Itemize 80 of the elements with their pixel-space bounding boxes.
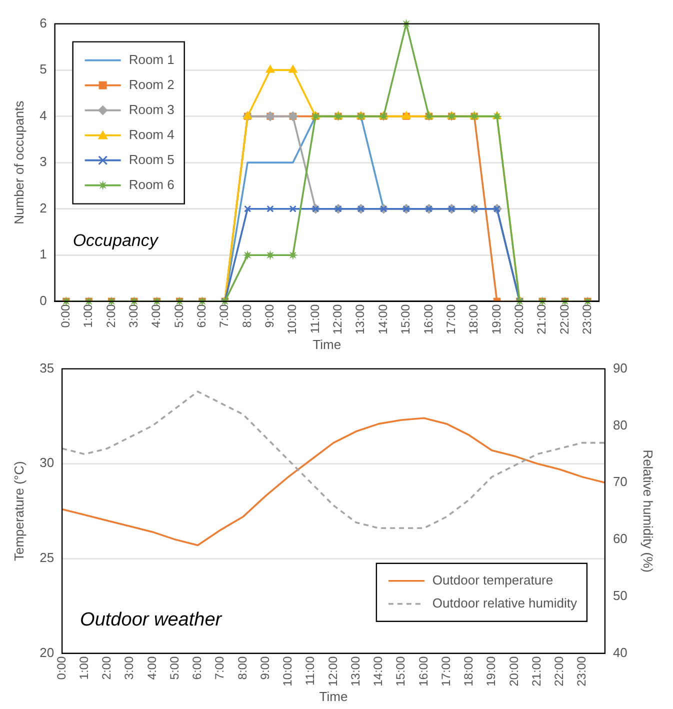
- x-tick-label: 15:00: [394, 656, 408, 686]
- y-tick-label: 0: [40, 292, 47, 308]
- x-tick-label: 12:00: [330, 304, 345, 334]
- x-tick-label: 14:00: [371, 656, 386, 686]
- y-tick-label: 1: [40, 246, 47, 262]
- x-tick-label: 16:00: [421, 304, 436, 334]
- x-tick-label: 23:00: [574, 656, 589, 686]
- x-tick-label: 1:00: [76, 656, 91, 680]
- y-tick-label: 35: [40, 360, 54, 376]
- x-tick-label: 6:00: [190, 656, 204, 680]
- x-tick-label: 19:00: [489, 304, 504, 334]
- x-tick-label: 3:00: [122, 656, 136, 680]
- y-tick-label: 3: [40, 154, 47, 170]
- x-tick-label: 4:00: [149, 304, 164, 328]
- x-tick-label: 11:00: [308, 304, 322, 334]
- x-tick-label: 5:00: [172, 304, 186, 328]
- annotation: Outdoor weather: [80, 609, 222, 630]
- y-tick-label: 30: [40, 455, 54, 470]
- x-tick-label: 9:00: [258, 656, 272, 680]
- x-tick-label: 6:00: [194, 304, 209, 328]
- x-tick-label: 21:00: [529, 656, 544, 686]
- y2-tick-label: 80: [612, 417, 628, 432]
- y-tick-label: 2: [40, 200, 47, 216]
- x-tick-label: 13:00: [348, 656, 362, 686]
- x-axis-title: Time: [312, 336, 342, 352]
- y-tick-label: 6: [40, 15, 47, 30]
- x-tick-label: 4:00: [144, 656, 159, 680]
- x-tick-label: 14:00: [376, 304, 390, 334]
- x-tick-label: 10:00: [280, 656, 295, 686]
- legend-label: Room 5: [128, 152, 174, 167]
- y2-tick-label: 90: [612, 360, 628, 376]
- x-tick-label: 0:00: [58, 304, 72, 328]
- x-tick-label: 1:00: [81, 304, 96, 328]
- y2-tick-label: 60: [612, 531, 628, 546]
- x-tick-label: 15:00: [398, 304, 413, 334]
- x-tick-label: 11:00: [303, 656, 318, 686]
- x-tick-label: 23:00: [580, 304, 594, 334]
- legend-label: Outdoor relative humidity: [432, 595, 578, 610]
- annotation: Occupancy: [72, 230, 160, 250]
- y-tick-label: 4: [40, 108, 47, 123]
- y-tick-label: 20: [40, 644, 54, 660]
- x-tick-label: 13:00: [353, 304, 368, 334]
- legend-label: Room 2: [128, 76, 174, 92]
- x-tick-label: 22:00: [557, 304, 572, 334]
- x-tick-label: 2:00: [104, 304, 118, 328]
- legend-label: Room 6: [128, 176, 174, 192]
- y2-tick-label: 40: [612, 644, 628, 660]
- x-tick-label: 8:00: [240, 304, 254, 328]
- x-tick-label: 3:00: [126, 304, 140, 328]
- x-tick-label: 2:00: [100, 656, 114, 680]
- x-tick-label: 12:00: [326, 656, 340, 686]
- x-tick-label: 10:00: [285, 304, 300, 334]
- x-tick-label: 19:00: [484, 656, 498, 686]
- legend-label: Room 3: [128, 102, 174, 117]
- legend-label: Room 1: [128, 52, 174, 67]
- x-tick-label: 20:00: [506, 656, 521, 686]
- y2-axis-title: Relative humidity (%): [640, 450, 656, 572]
- x-tick-label: 7:00: [217, 304, 232, 328]
- legend-label: Outdoor temperature: [432, 572, 554, 588]
- x-tick-label: 17:00: [438, 656, 453, 686]
- y-tick-label: 5: [40, 62, 47, 77]
- x-tick-label: 17:00: [444, 304, 458, 334]
- x-tick-label: 21:00: [534, 304, 549, 334]
- x-tick-label: 7:00: [212, 656, 227, 680]
- y-axis-title: Number of occupants: [11, 100, 26, 224]
- x-tick-label: 8:00: [235, 656, 250, 680]
- x-axis-title: Time: [319, 688, 348, 704]
- x-tick-label: 20:00: [512, 304, 526, 334]
- y-axis-title: Temperature (°C): [11, 461, 26, 562]
- x-tick-label: 18:00: [462, 656, 476, 686]
- y2-tick-label: 50: [612, 588, 628, 604]
- legend-label: Room 4: [128, 126, 174, 142]
- y2-tick-label: 70: [612, 474, 628, 490]
- x-tick-label: 18:00: [466, 304, 481, 334]
- x-tick-label: 16:00: [416, 656, 430, 686]
- x-tick-label: 22:00: [552, 656, 566, 686]
- y-tick-label: 25: [40, 550, 54, 566]
- x-tick-label: 9:00: [262, 304, 277, 328]
- x-tick-label: 5:00: [167, 656, 182, 680]
- x-tick-label: 0:00: [54, 656, 68, 680]
